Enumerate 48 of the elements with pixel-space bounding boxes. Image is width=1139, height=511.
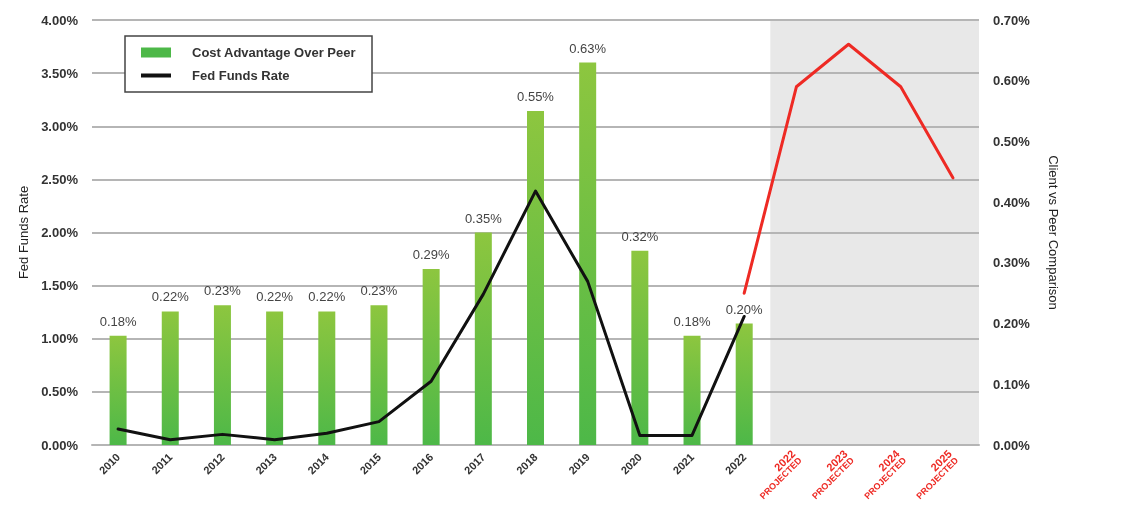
y-tick-label: 3.50%	[41, 65, 79, 81]
data-label: 0.20%	[725, 301, 764, 317]
y-tick-label: 2.00%	[41, 225, 79, 240]
y-tick-label: 2.50%	[41, 171, 79, 187]
data-label: 0.29%	[412, 246, 451, 262]
legend-label: Cost Advantage Over Peer	[192, 45, 356, 60]
y2-tick-label: 0.00%	[993, 437, 1031, 453]
data-label: 0.55%	[517, 89, 555, 105]
y2-tick-label: 0.60%	[993, 73, 1031, 89]
bar	[213, 305, 231, 445]
data-label: 0.22%	[151, 289, 190, 305]
legend-label: Fed Funds Rate	[192, 68, 290, 83]
y-tick-label: 4.00%	[41, 12, 79, 28]
y-tick-label: 0.50%	[41, 384, 79, 400]
y2-tick-label: 0.70%	[993, 12, 1031, 28]
y2-tick-label: 0.40%	[993, 194, 1031, 210]
bar	[370, 305, 388, 445]
data-label: 0.63%	[569, 40, 607, 56]
y2-tick-label: 0.30%	[993, 255, 1031, 271]
y2-tick-label: 0.20%	[993, 316, 1031, 332]
bar	[318, 311, 336, 445]
data-label: 0.23%	[204, 283, 242, 299]
y-tick-label: 3.00%	[41, 118, 79, 134]
bar	[474, 232, 492, 445]
y2-tick-label: 0.10%	[993, 376, 1031, 392]
y-tick-label: 0.00%	[41, 437, 79, 453]
data-label: 0.18%	[99, 313, 137, 329]
y-tick-label: 1.00%	[41, 331, 79, 347]
bar	[579, 62, 597, 445]
bar	[266, 311, 284, 445]
bar	[735, 323, 753, 445]
y-tick-label: 1.50%	[41, 278, 79, 294]
data-label: 0.23%	[360, 283, 398, 299]
data-label: 0.35%	[464, 210, 503, 226]
bar	[527, 111, 544, 445]
bar	[683, 335, 701, 445]
data-label: 0.32%	[621, 228, 659, 244]
data-label: 0.22%	[256, 289, 294, 305]
bar	[422, 268, 440, 445]
data-label: 0.22%	[308, 289, 346, 305]
line-series	[742, 42, 955, 295]
bar	[631, 250, 649, 445]
y2-axis-title: Client vs Peer Comparison	[1046, 155, 1061, 310]
bar	[161, 311, 179, 445]
data-label: 0.18%	[673, 313, 711, 329]
y-axis-title: Fed Funds Rate	[16, 185, 31, 280]
bar	[109, 335, 127, 445]
y2-tick-label: 0.50%	[993, 133, 1031, 149]
